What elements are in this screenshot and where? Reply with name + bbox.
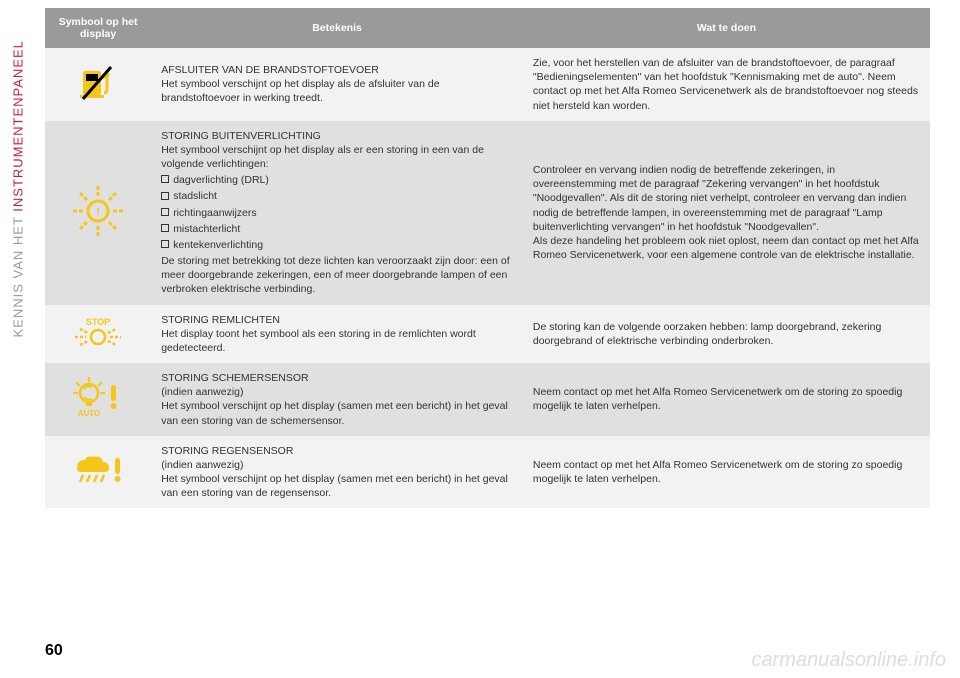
table-row: STORING REGENSENSOR (indien aanwezig) He… <box>45 436 930 509</box>
watermark: carmanualsonline.info <box>751 649 946 672</box>
meaning-cell: AFSLUITER VAN DE BRANDSTOFTOEVOER Het sy… <box>151 48 523 121</box>
section-title-vertical: KENNIS VAN HET INSTRUMENTENPANEEL <box>11 40 26 337</box>
bullet: richtingaanwijzers <box>161 206 513 220</box>
meaning-body: Het display toont het symbool als een st… <box>161 328 476 354</box>
meaning-body: Het symbool verschijnt op het display (s… <box>161 400 508 426</box>
icon-exterior-light-fault: ! <box>45 121 151 305</box>
meaning-intro: Het symbool verschijnt op het display al… <box>161 143 513 171</box>
meaning-title: STORING REGENSENSOR <box>161 444 513 458</box>
sidebar-part1: KENNIS VAN HET <box>11 212 26 338</box>
header-action: Wat te doen <box>523 8 930 48</box>
icon-fuel-cutoff <box>45 48 151 121</box>
meaning-title: STORING SCHEMERSENSOR <box>161 371 513 385</box>
meaning-title: AFSLUITER VAN DE BRANDSTOFTOEVOER <box>161 63 513 77</box>
meaning-sub: (indien aanwezig) <box>161 458 513 472</box>
symbols-table: Symbool op het display Betekenis Wat te … <box>45 8 930 508</box>
action-cell: De storing kan de volgende oorzaken hebb… <box>523 305 930 364</box>
meaning-title: STORING REMLICHTEN <box>161 313 513 327</box>
sidebar-part2: INSTRUMENTENPANEEL <box>11 40 26 212</box>
meaning-sub: (indien aanwezig) <box>161 385 513 399</box>
meaning-body: Het symbool verschijnt op het display (s… <box>161 473 508 499</box>
bullet: kentekenverlichting <box>161 238 513 252</box>
main-content: Symbool op het display Betekenis Wat te … <box>45 0 960 508</box>
bullet: dagverlichting (DRL) <box>161 173 513 187</box>
table-row: STOP STORING REMLICHTEN <box>45 305 930 364</box>
svg-text:STOP: STOP <box>86 317 110 327</box>
svg-text:!: ! <box>96 207 99 218</box>
icon-rain-sensor-fault <box>45 436 151 509</box>
icon-dusk-sensor-fault: AUTO <box>45 363 151 436</box>
page-number: 60 <box>45 642 63 660</box>
table-row: AUTO STORING SCHEMERSENSOR (indien aanwe… <box>45 363 930 436</box>
meaning-title: STORING BUITENVERLICHTING <box>161 129 513 143</box>
header-symbol: Symbool op het display <box>45 8 151 48</box>
action-cell: Zie, voor het herstellen van de afsluite… <box>523 48 930 121</box>
action-cell: Controleer en vervang indien nodig de be… <box>523 121 930 305</box>
action-cell: Neem contact op met het Alfa Romeo Servi… <box>523 363 930 436</box>
meaning-cell: STORING SCHEMERSENSOR (indien aanwezig) … <box>151 363 523 436</box>
bullet: mistachterlicht <box>161 222 513 236</box>
meaning-body: Het symbool verschijnt op het display al… <box>161 78 439 104</box>
icon-brake-light-fault: STOP <box>45 305 151 364</box>
action-cell: Neem contact op met het Alfa Romeo Servi… <box>523 436 930 509</box>
table-row: ! STORING BUITE <box>45 121 930 305</box>
bullet: stadslicht <box>161 189 513 203</box>
meaning-cell: STORING REMLICHTEN Het display toont het… <box>151 305 523 364</box>
header-meaning: Betekenis <box>151 8 523 48</box>
meaning-outro: De storing met betrekking tot deze licht… <box>161 254 513 297</box>
meaning-cell: STORING BUITENVERLICHTING Het symbool ve… <box>151 121 523 305</box>
meaning-cell: STORING REGENSENSOR (indien aanwezig) He… <box>151 436 523 509</box>
table-row: AFSLUITER VAN DE BRANDSTOFTOEVOER Het sy… <box>45 48 930 121</box>
svg-text:AUTO: AUTO <box>78 409 101 418</box>
